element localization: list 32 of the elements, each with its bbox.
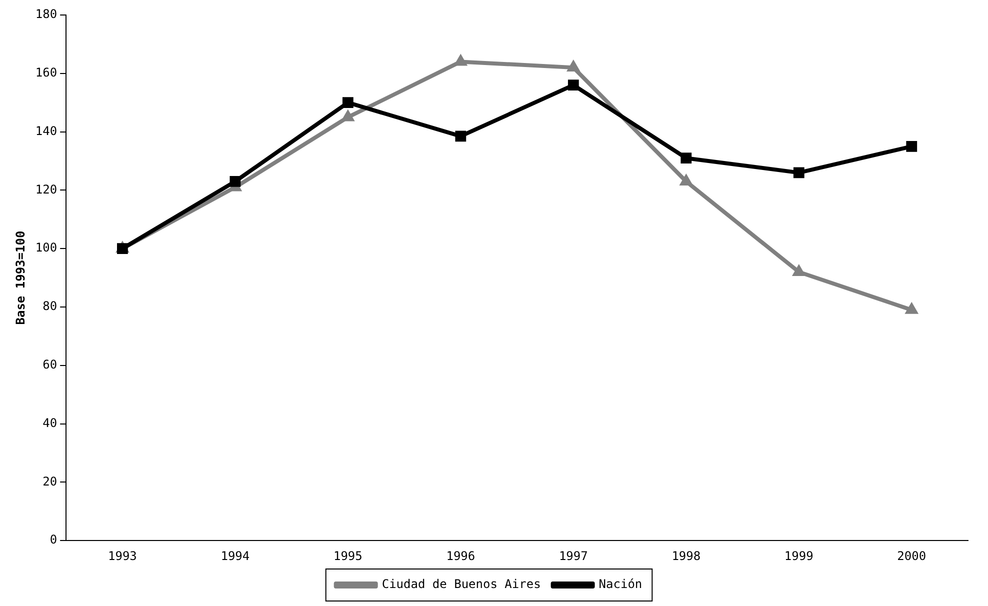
point	[455, 130, 466, 142]
y-axis-title: Base 1993=100	[13, 230, 28, 325]
legend-label: Ciudad de Buenos Aires	[382, 577, 541, 592]
point	[906, 140, 918, 152]
x-tick-label: 1997	[558, 548, 588, 563]
y-tick-label: 60	[42, 358, 58, 372]
x-tick-label: 1998	[672, 548, 701, 563]
y-tick-label: 20	[42, 474, 58, 488]
y-tick-label: 0	[50, 532, 58, 547]
x-tick-label: 1994	[220, 548, 250, 563]
x-tick-label: 1995	[333, 548, 362, 563]
y-tick-label: 180	[35, 7, 58, 22]
y-tick-label: 40	[42, 416, 58, 430]
legend-label: Nación	[598, 577, 642, 592]
point	[792, 264, 806, 276]
x-tick-label: 1993	[108, 548, 137, 563]
x-tick-label: 1999	[784, 548, 814, 563]
point	[905, 302, 918, 314]
point	[680, 174, 693, 186]
y-tick-label: 120	[35, 182, 58, 196]
point	[680, 152, 692, 164]
x-tick-label: 2000	[897, 548, 926, 563]
x-tick-label: 1996	[446, 548, 476, 563]
y-tick-label: 80	[42, 299, 58, 314]
point	[793, 167, 804, 178]
point	[116, 243, 128, 254]
point	[230, 176, 241, 187]
y-tick-label: 160	[35, 66, 58, 80]
point	[568, 80, 579, 91]
y-tick-label: 140	[35, 124, 58, 138]
point	[342, 97, 354, 108]
y-tick-label: 100	[35, 240, 58, 255]
